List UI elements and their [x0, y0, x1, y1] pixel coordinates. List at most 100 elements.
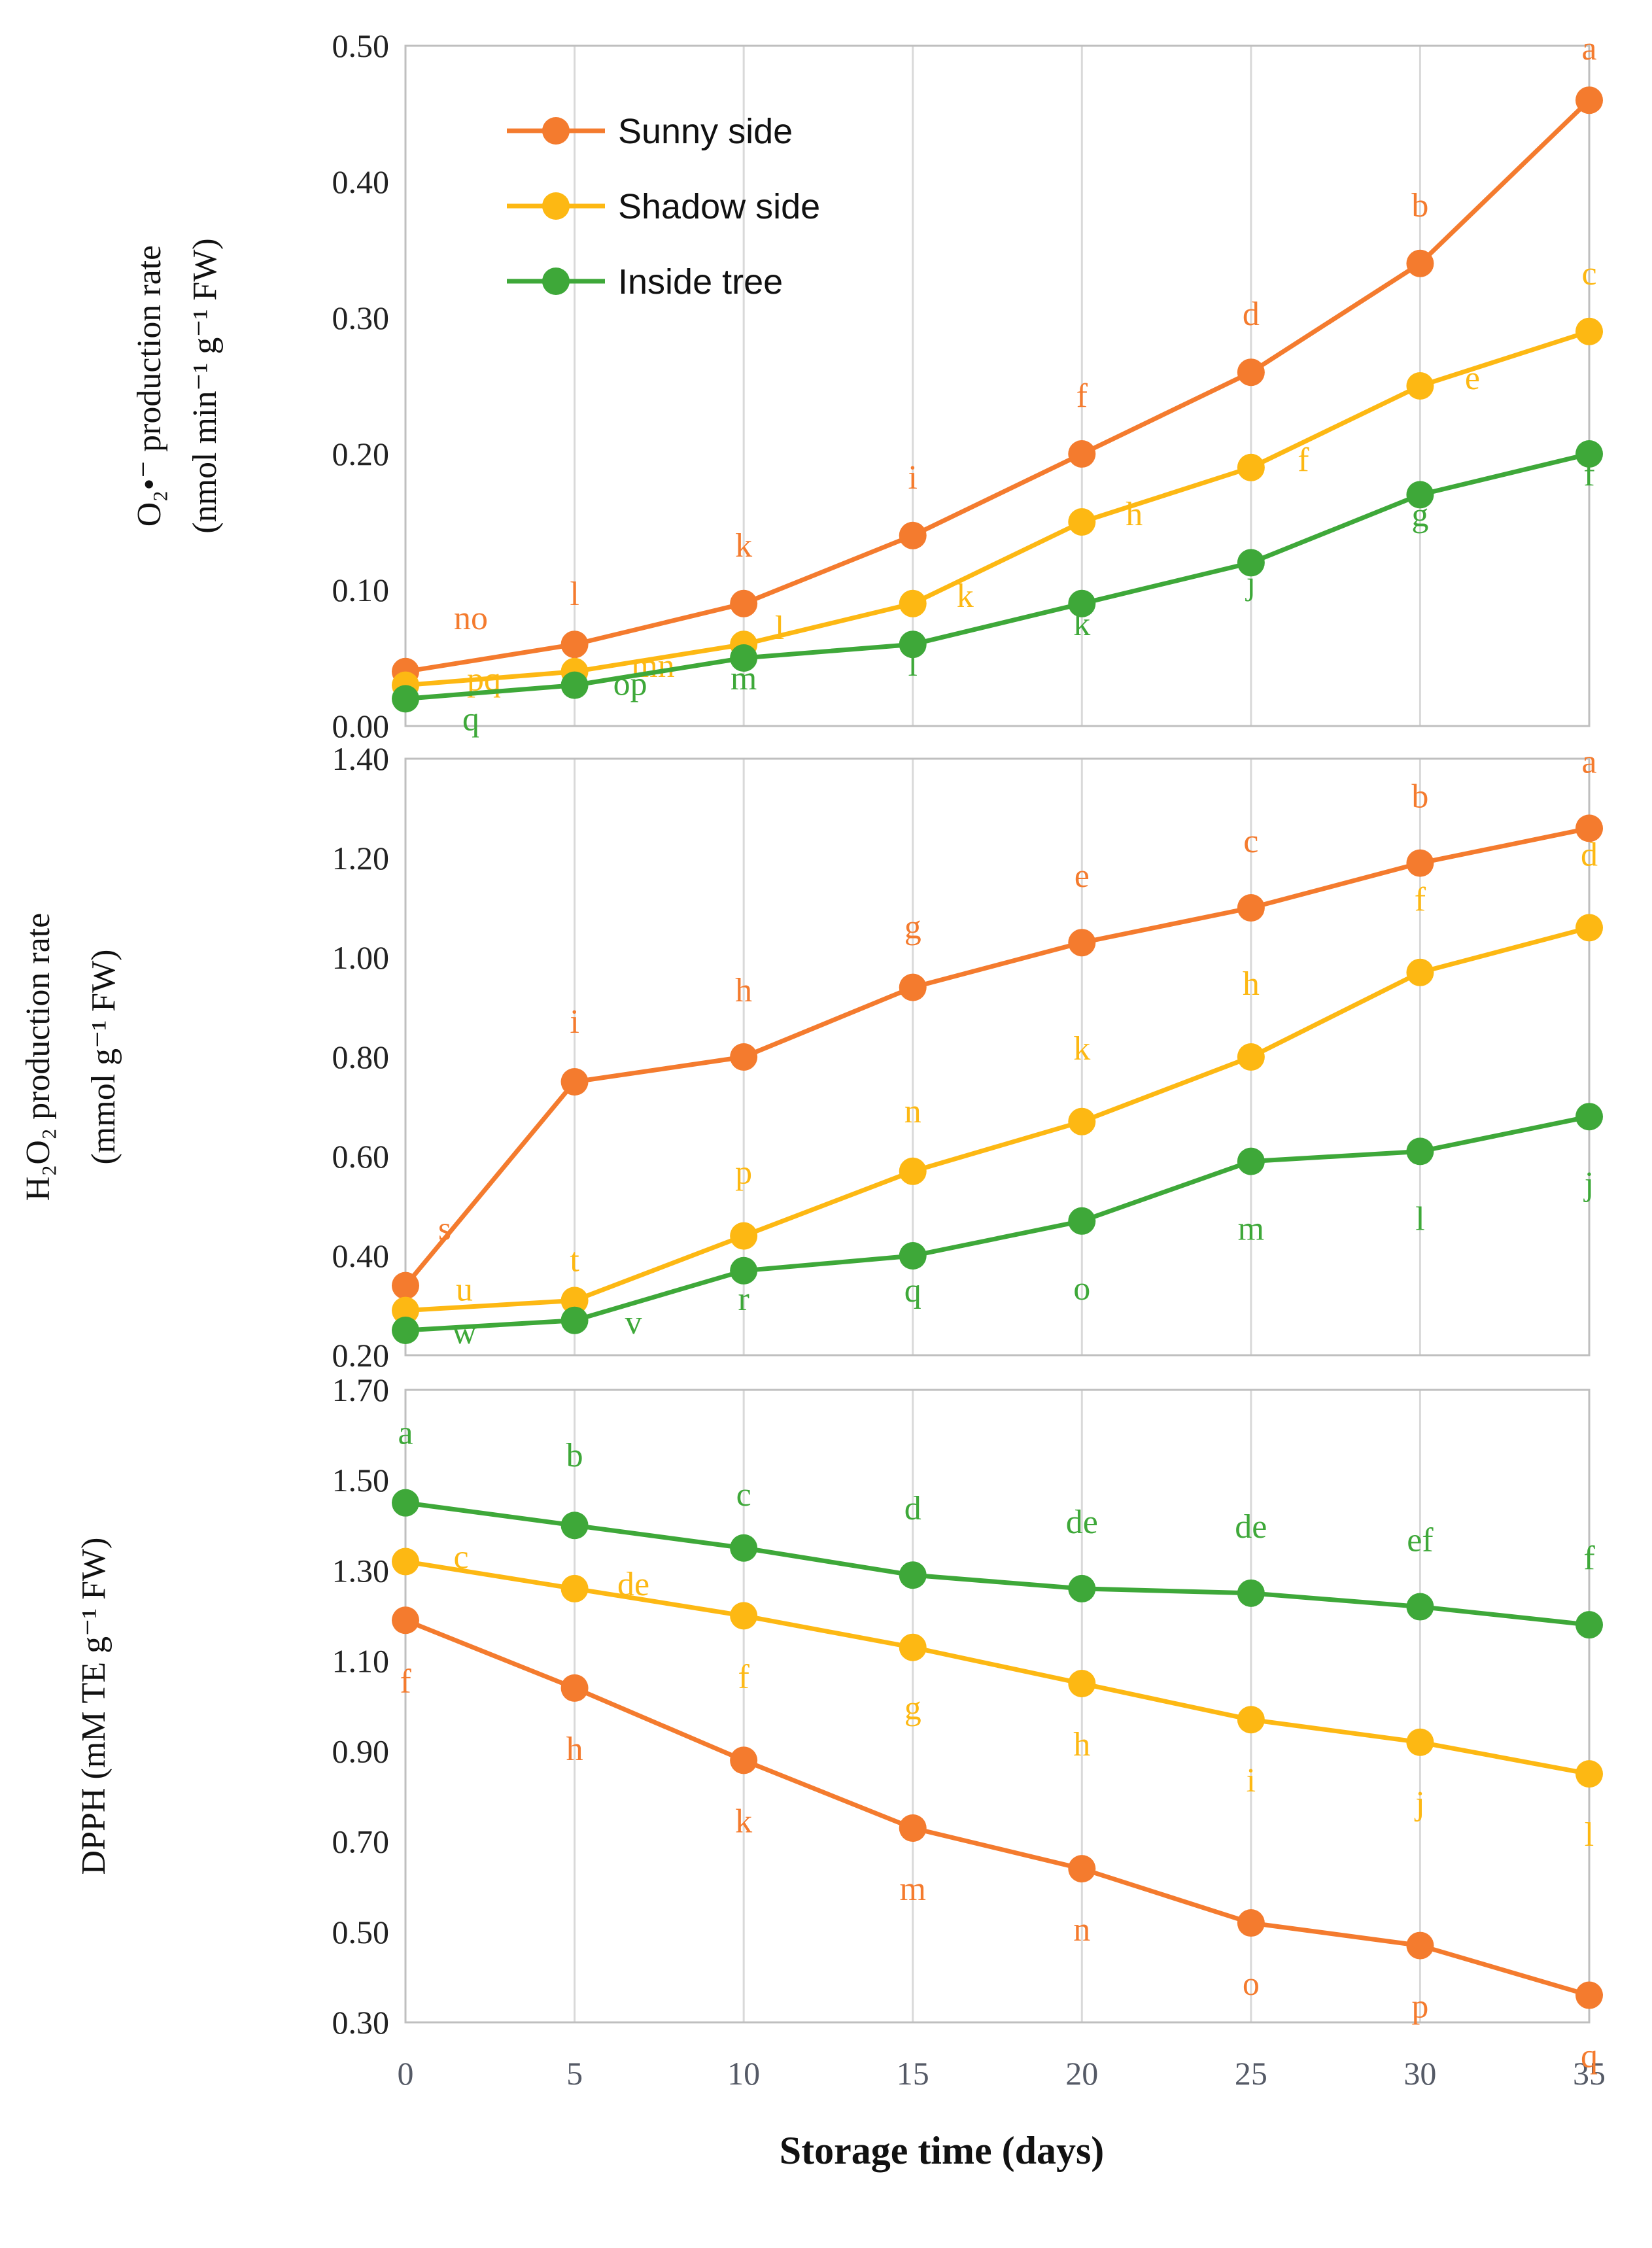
significance-letter: i: [908, 459, 917, 496]
significance-letter: j: [1414, 1785, 1424, 1822]
y-tick-label: 0.40: [332, 164, 390, 200]
significance-letter: op: [613, 666, 647, 703]
y-tick-label: 1.40: [332, 740, 390, 777]
data-point-inside: [560, 671, 589, 699]
significance-letter: f: [738, 1658, 749, 1695]
significance-letter: de: [1235, 1508, 1267, 1546]
plot-frame: [404, 44, 1591, 727]
significance-letter: g: [1411, 496, 1428, 534]
x-tick-label: 20: [1065, 2055, 1098, 2092]
legend-label-shadow: Shadow side: [618, 187, 820, 226]
series-line-shadow: [405, 925, 1590, 1313]
significance-letter: f: [400, 1663, 411, 1700]
data-point-sunny: [899, 1814, 927, 1842]
significance-letter: b: [1411, 187, 1428, 224]
data-point-shadow: [1406, 958, 1434, 986]
y-tick-label: 0.90: [332, 1733, 390, 1770]
significance-letter: j: [1245, 564, 1256, 602]
significance-letter: g: [904, 1690, 921, 1727]
y-tick-label: 0.50: [332, 1914, 390, 1950]
significance-letter: p: [1411, 1988, 1428, 2026]
significance-letter: j: [1583, 1166, 1594, 1203]
significance-letter: i: [570, 1003, 579, 1041]
data-point-inside: [392, 685, 419, 713]
data-point-shadow: [1406, 372, 1434, 400]
significance-letter: l: [1415, 1200, 1424, 1237]
y-tick-label: 1.10: [332, 1642, 390, 1679]
significance-letter: q: [462, 700, 479, 738]
data-point-sunny: [392, 1271, 419, 1300]
y-tick-label: 0.50: [332, 27, 390, 64]
y-tick-label: 0.40: [332, 1237, 390, 1274]
y-tick-label: 1.70: [332, 1372, 390, 1408]
significance-letter: v: [625, 1304, 642, 1341]
significance-letter: f: [1583, 1540, 1595, 1577]
data-point-sunny: [560, 1068, 589, 1096]
data-point-sunny: [730, 589, 758, 617]
significance-letter: ef: [1407, 1522, 1434, 1559]
significance-letter: q: [904, 1272, 921, 1309]
plot-frame: [404, 1389, 1591, 2024]
data-point-sunny: [1575, 86, 1603, 114]
data-point-inside: [392, 1489, 419, 1517]
data-point-shadow: [899, 1157, 927, 1185]
data-point-sunny: [899, 521, 927, 549]
series-line-shadow: [405, 1559, 1590, 1776]
legend-marker-shadow: [542, 192, 570, 220]
data-point-sunny: [730, 1043, 758, 1071]
significance-letter: u: [456, 1271, 473, 1309]
significance-letter: i: [1247, 1762, 1256, 1799]
legend-marker-sunny: [542, 117, 570, 145]
data-point-sunny: [1068, 929, 1096, 957]
data-point-inside: [1068, 1574, 1096, 1602]
series-line-sunny: [404, 825, 1590, 1287]
panel-dpph: 0.30 0.50 0.70 0.90 1.10 1.30 1.50 1.70 0 5 10 15 20…: [75, 1372, 1606, 2092]
y-axis-label: O₂•⁻ production rate: [131, 245, 168, 527]
data-point-inside: [1068, 1207, 1096, 1235]
x-tick-label: 15: [897, 2055, 929, 2092]
significance-letter: c: [1243, 823, 1258, 860]
data-point-shadow: [1237, 1706, 1265, 1734]
significance-letter: k: [1073, 606, 1090, 643]
significance-letter: de: [1066, 1504, 1098, 1541]
data-point-sunny: [899, 973, 927, 1001]
y-tick-label: 0.00: [332, 708, 390, 744]
data-point-sunny: [1575, 1981, 1603, 2009]
data-point-inside: [1237, 549, 1265, 577]
y-tick-label: 0.10: [332, 572, 390, 608]
data-point-shadow: [392, 1548, 419, 1576]
significance-letter: r: [738, 1281, 749, 1318]
series-line-inside: [405, 451, 1590, 701]
x-tick-label: 25: [1235, 2055, 1267, 2092]
data-point-inside: [1406, 1137, 1434, 1166]
significance-letter: d: [904, 1490, 921, 1527]
data-point-shadow: [1406, 1728, 1434, 1756]
data-point-inside: [1237, 1579, 1265, 1607]
significance-letter: k: [1073, 1030, 1090, 1067]
significance-letter: h: [735, 972, 752, 1009]
significance-letter: l: [908, 646, 917, 683]
y-axis-label: DPPH (mM TE g⁻¹ FW): [75, 1538, 112, 1875]
legend: Sunny side Shadow side Inside tree: [507, 112, 820, 302]
significance-letter: t: [570, 1241, 579, 1279]
significance-letter: f: [1583, 456, 1595, 493]
data-point-sunny: [1068, 1855, 1096, 1883]
data-point-inside: [899, 631, 927, 659]
series-line-inside: [405, 1500, 1590, 1627]
data-point-shadow: [730, 1222, 758, 1250]
significance-letter: h: [566, 1731, 583, 1768]
data-point-sunny: [730, 1746, 758, 1774]
data-point-inside: [730, 644, 758, 672]
significance-letter: h: [1126, 496, 1143, 533]
data-point-sunny: [560, 1674, 589, 1702]
significance-letter: o: [1243, 1965, 1260, 2003]
data-point-inside: [1575, 440, 1603, 468]
significance-letter: w: [452, 1314, 477, 1351]
y-axis-label: (mmol g⁻¹ FW): [85, 949, 122, 1164]
significance-letter: a: [398, 1415, 413, 1452]
panel-superoxide: 0.00 0.10 0.20 0.30 0.40 0.50 O₂•⁻ production …: [131, 27, 1603, 744]
data-point-shadow: [730, 1602, 758, 1630]
data-point-inside: [899, 1242, 927, 1270]
data-point-sunny: [1237, 358, 1265, 387]
